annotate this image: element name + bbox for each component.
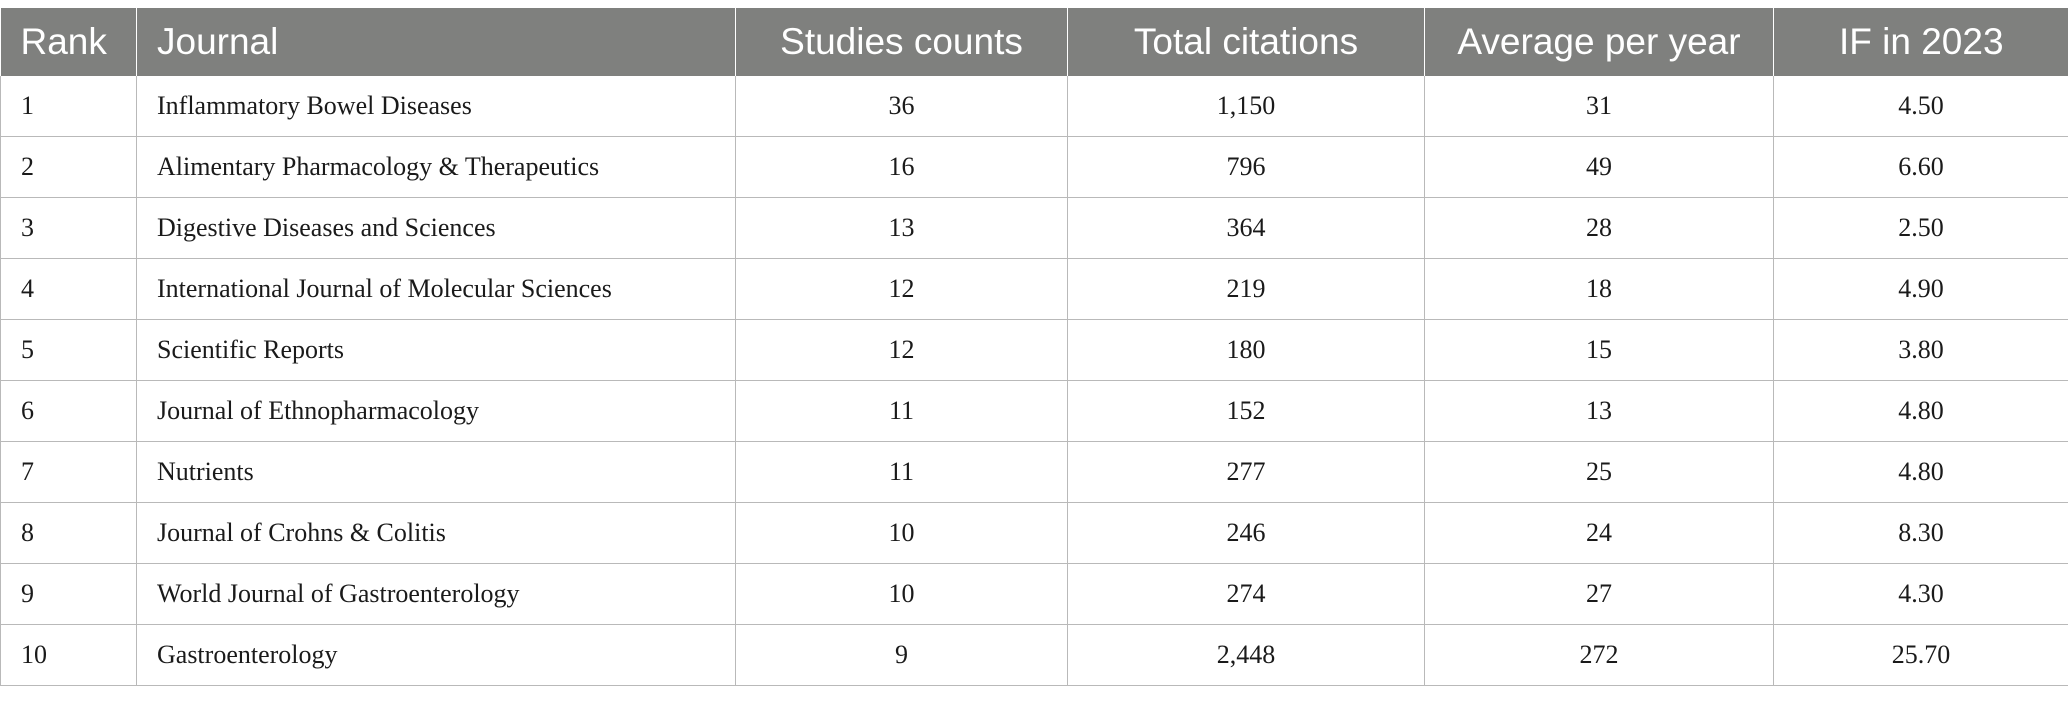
cell-journal: Inflammatory Bowel Diseases (136, 76, 736, 137)
table-row: 1 Inflammatory Bowel Diseases 36 1,150 3… (0, 76, 2068, 137)
cell-journal: Journal of Crohns & Colitis (136, 502, 736, 564)
cell-studies-counts: 10 (735, 502, 1068, 564)
cell-rank: 4 (0, 258, 137, 320)
cell-studies-counts: 11 (735, 441, 1068, 503)
cell-if-2023: 4.50 (1773, 76, 2068, 137)
cell-average-per-year: 18 (1424, 258, 1774, 320)
cell-rank: 6 (0, 380, 137, 442)
header-studies-counts: Studies counts (735, 8, 1068, 76)
cell-rank: 10 (0, 624, 137, 686)
table-row: 7 Nutrients 11 277 25 4.80 (0, 441, 2068, 503)
cell-average-per-year: 25 (1424, 441, 1774, 503)
table-row: 4 International Journal of Molecular Sci… (0, 258, 2068, 320)
cell-total-citations: 2,448 (1067, 624, 1425, 686)
cell-total-citations: 274 (1067, 563, 1425, 625)
header-row: Rank Journal Studies counts Total citati… (0, 8, 2068, 76)
cell-if-2023: 4.90 (1773, 258, 2068, 320)
cell-total-citations: 1,150 (1067, 76, 1425, 137)
header-rank: Rank (0, 8, 137, 76)
cell-average-per-year: 24 (1424, 502, 1774, 564)
cell-rank: 2 (0, 136, 137, 198)
cell-average-per-year: 13 (1424, 380, 1774, 442)
cell-total-citations: 180 (1067, 319, 1425, 381)
journal-table-container: Rank Journal Studies counts Total citati… (0, 8, 2068, 686)
cell-if-2023: 25.70 (1773, 624, 2068, 686)
cell-journal: Scientific Reports (136, 319, 736, 381)
table-row: 2 Alimentary Pharmacology & Therapeutics… (0, 136, 2068, 198)
cell-journal: Alimentary Pharmacology & Therapeutics (136, 136, 736, 198)
cell-total-citations: 219 (1067, 258, 1425, 320)
cell-rank: 9 (0, 563, 137, 625)
cell-total-citations: 364 (1067, 197, 1425, 259)
table-body: 1 Inflammatory Bowel Diseases 36 1,150 3… (0, 76, 2068, 686)
table-row: 5 Scientific Reports 12 180 15 3.80 (0, 319, 2068, 381)
cell-studies-counts: 13 (735, 197, 1068, 259)
cell-if-2023: 4.80 (1773, 380, 2068, 442)
table-row: 8 Journal of Crohns & Colitis 10 246 24 … (0, 502, 2068, 564)
cell-rank: 5 (0, 319, 137, 381)
cell-journal: Gastroenterology (136, 624, 736, 686)
cell-total-citations: 152 (1067, 380, 1425, 442)
cell-total-citations: 246 (1067, 502, 1425, 564)
cell-average-per-year: 28 (1424, 197, 1774, 259)
cell-studies-counts: 12 (735, 319, 1068, 381)
table-header: Rank Journal Studies counts Total citati… (0, 8, 2068, 76)
cell-studies-counts: 9 (735, 624, 1068, 686)
cell-rank: 1 (0, 76, 137, 137)
cell-journal: Journal of Ethnopharmacology (136, 380, 736, 442)
cell-rank: 3 (0, 197, 137, 259)
cell-journal: International Journal of Molecular Scien… (136, 258, 736, 320)
table-row: 6 Journal of Ethnopharmacology 11 152 13… (0, 380, 2068, 442)
cell-average-per-year: 272 (1424, 624, 1774, 686)
cell-if-2023: 8.30 (1773, 502, 2068, 564)
cell-average-per-year: 31 (1424, 76, 1774, 137)
header-journal: Journal (136, 8, 736, 76)
header-if-2023: IF in 2023 (1773, 8, 2068, 76)
cell-studies-counts: 16 (735, 136, 1068, 198)
cell-rank: 8 (0, 502, 137, 564)
header-average-per-year: Average per year (1424, 8, 1774, 76)
cell-journal: Nutrients (136, 441, 736, 503)
cell-average-per-year: 15 (1424, 319, 1774, 381)
cell-if-2023: 6.60 (1773, 136, 2068, 198)
cell-studies-counts: 10 (735, 563, 1068, 625)
cell-if-2023: 2.50 (1773, 197, 2068, 259)
cell-total-citations: 796 (1067, 136, 1425, 198)
cell-studies-counts: 11 (735, 380, 1068, 442)
table-row: 10 Gastroenterology 9 2,448 272 25.70 (0, 624, 2068, 686)
cell-total-citations: 277 (1067, 441, 1425, 503)
cell-studies-counts: 36 (735, 76, 1068, 137)
cell-if-2023: 3.80 (1773, 319, 2068, 381)
cell-if-2023: 4.80 (1773, 441, 2068, 503)
cell-journal: World Journal of Gastroenterology (136, 563, 736, 625)
journal-table: Rank Journal Studies counts Total citati… (0, 8, 2068, 686)
cell-rank: 7 (0, 441, 137, 503)
cell-studies-counts: 12 (735, 258, 1068, 320)
table-row: 3 Digestive Diseases and Sciences 13 364… (0, 197, 2068, 259)
header-total-citations: Total citations (1067, 8, 1425, 76)
cell-average-per-year: 27 (1424, 563, 1774, 625)
cell-average-per-year: 49 (1424, 136, 1774, 198)
cell-journal: Digestive Diseases and Sciences (136, 197, 736, 259)
table-row: 9 World Journal of Gastroenterology 10 2… (0, 563, 2068, 625)
cell-if-2023: 4.30 (1773, 563, 2068, 625)
